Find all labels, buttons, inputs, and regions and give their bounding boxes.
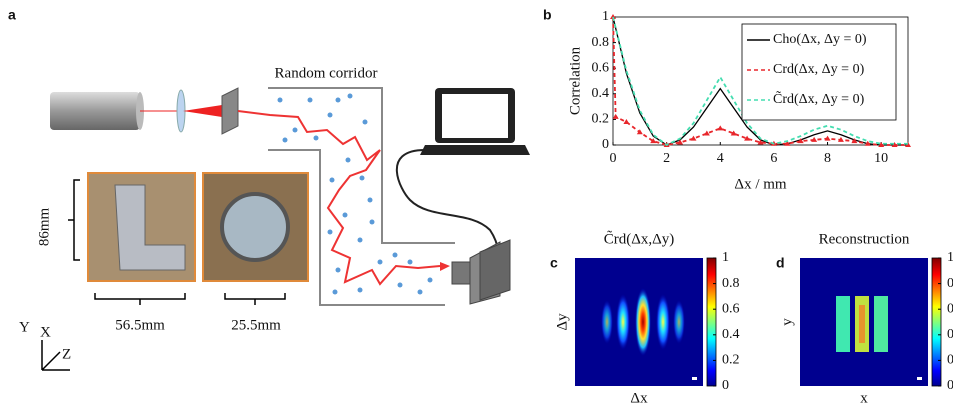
series-marker — [623, 119, 629, 124]
colorbar-tick-label: 0.4 — [947, 327, 953, 342]
axis-label: X — [40, 324, 51, 340]
y-tick-label: 1 — [602, 9, 609, 24]
heatmap-y-label: Δy — [554, 313, 570, 331]
panel-label: a — [8, 7, 16, 23]
width-label: 56.5mm — [115, 317, 165, 333]
heatmap-x-label: x — [860, 390, 868, 406]
heatmap-x-label: Δx — [630, 390, 648, 406]
panel-label: c — [550, 255, 558, 271]
y-tick-label: 0 — [602, 137, 609, 152]
x-tick-label: 0 — [610, 151, 617, 166]
panel-label: b — [543, 7, 552, 23]
heatmap-c — [575, 258, 703, 386]
series-marker — [613, 114, 619, 119]
y-tick-label: 0.2 — [592, 112, 610, 127]
colorbar-tick-label: 0 — [947, 378, 953, 393]
axis-label: Z — [62, 346, 71, 362]
heatmap-title: C̃rd(Δx,Δy) — [604, 230, 675, 247]
x-tick-label: 8 — [824, 151, 831, 166]
y-axis-label: Correlation — [567, 46, 583, 115]
legend-label: C̃rd(Δx, Δy = 0) — [773, 90, 865, 107]
series-marker — [690, 136, 696, 141]
legend-label: Cho(Δx, Δy = 0) — [773, 32, 867, 47]
y-tick-label: 0.6 — [592, 60, 610, 75]
axis-label: Y — [19, 319, 30, 335]
colorbar-tick-label: 1 — [947, 250, 953, 265]
colorbar-tick-label: 0.8 — [722, 276, 740, 291]
x-tick-label: 10 — [874, 151, 888, 166]
heatmap-y-label: y — [779, 318, 795, 326]
width-label: 25.5mm — [231, 317, 281, 333]
series-marker — [704, 130, 710, 135]
x-tick-label: 2 — [663, 151, 670, 166]
colorbar-tick-label: 0.2 — [947, 353, 953, 368]
panel-label: d — [776, 255, 785, 271]
height-label: 86mm — [36, 208, 52, 247]
series-marker — [717, 125, 723, 130]
colorbar-tick-label: 0 — [722, 378, 729, 393]
colorbar-tick-label: 0.2 — [722, 353, 740, 368]
corridor-label: Random corridor — [275, 65, 378, 81]
colorbar-tick-label: 1 — [722, 250, 729, 265]
colorbar — [932, 258, 941, 386]
x-tick-label: 6 — [770, 151, 777, 166]
x-tick-label: 4 — [717, 151, 724, 166]
colorbar-tick-label: 0.4 — [722, 327, 740, 342]
y-tick-label: 0.4 — [592, 86, 610, 101]
colorbar — [707, 258, 716, 386]
y-tick-label: 0.8 — [592, 35, 610, 50]
colorbar-tick-label: 0.6 — [722, 301, 740, 316]
x-axis-label: Δx / mm — [734, 176, 786, 192]
figure: a b c d Random corridor 86mm 56.5mm 25.5… — [0, 0, 953, 408]
heatmap-title: Reconstruction — [819, 231, 910, 247]
heatmap-d — [800, 258, 928, 386]
colorbar-tick-label: 0.6 — [947, 301, 953, 316]
legend-label: Crd(Δx, Δy = 0) — [773, 62, 865, 77]
colorbar-tick-label: 0.8 — [947, 276, 953, 291]
